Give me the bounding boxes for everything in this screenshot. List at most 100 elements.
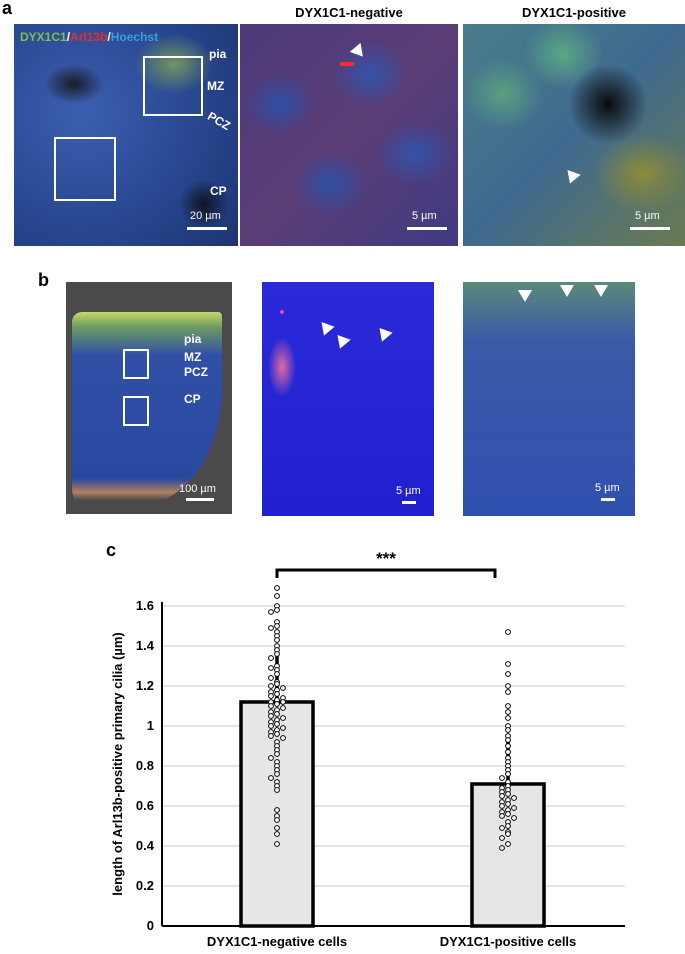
panel-b-layer-pia: pia [184,332,202,346]
data-point [499,803,505,809]
arrowhead-b-mid-1 [317,321,335,339]
data-point [505,709,511,715]
panel-a-neg-scale-label: 5 µm [412,210,437,222]
data-point [274,841,280,847]
data-point [280,685,286,691]
data-point [274,711,280,717]
panel-b-layer-pcz: PCZ [184,365,208,379]
significance-bracket [275,568,497,578]
data-point [280,705,286,711]
data-point [274,771,280,777]
data-point [505,629,511,635]
panel-a-overview-image: DYX1C1/Arl13b/Hoechst pia MZ PCZ CP 20 µ… [14,24,238,246]
data-point [268,609,274,615]
panel-a-negative-title: DYX1C1-negative [295,5,403,20]
data-point [274,681,280,687]
legend-slash-2: / [107,30,111,44]
data-point [268,683,274,689]
data-point [274,623,280,629]
data-point [274,651,280,657]
arrowhead-b-right-3 [594,285,608,297]
data-point [274,731,280,737]
y-tick-label: 0.2 [136,878,154,893]
data-point [268,703,274,709]
data-point [274,607,280,613]
data-point [280,725,286,731]
panel-b-middle-image: 5 µm [262,282,434,516]
arrowhead-b-right-2 [560,285,574,297]
panel-b-right-scale-bar [601,498,615,501]
y-tick-label: 1.4 [136,638,155,653]
data-point [505,743,511,749]
data-point [505,661,511,667]
y-tick-label: 1.2 [136,678,154,693]
panel-a-legend: DYX1C1/Arl13b/Hoechst [20,30,158,44]
bar-chart: 0 0.2 0.4 0.6 0.8 1 1.2 1.4 1.6 *** length of Ar… [110,549,625,949]
panel-b-overview-image: pia MZ PCZ CP 100 µm [66,282,232,514]
data-point [268,775,274,781]
data-point [505,791,511,797]
data-point [268,625,274,631]
y-tick-label: 1 [147,718,154,733]
panel-b-letter: b [38,270,49,290]
y-tick-label: 1.6 [136,598,154,613]
legend-arl13b: Arl13b [70,30,108,44]
panel-b-inset-box-top [123,349,149,379]
data-point [274,691,280,697]
data-point [268,655,274,661]
data-point [274,817,280,823]
data-point [274,585,280,591]
data-point [268,755,274,761]
panel-a-pos-scale-label: 5 µm [635,210,660,222]
data-point [499,813,505,819]
panel-b-mid-scale-bar [402,501,416,504]
arrowhead-positive [563,169,581,187]
panel-a-positive-title: DYX1C1-positive [521,5,627,20]
data-point [499,845,505,851]
data-point [274,751,280,757]
layer-label-mz: MZ [207,79,225,93]
arrowhead-b-mid-2 [333,334,351,352]
data-point [505,841,511,847]
panel-b-right-scale-label: 5 µm [595,482,620,494]
arrowhead-b-right-1 [518,290,532,302]
cilium-mark-negative [340,62,354,66]
data-point [268,693,274,699]
arrowhead-negative [349,42,369,62]
data-point [499,775,505,781]
data-point [268,675,274,681]
data-point [511,805,517,811]
data-point [505,831,511,837]
data-point [274,721,280,727]
category-label-negative: DYX1C1-negative cells [207,934,347,949]
panel-a-letter: a [2,0,13,18]
data-point [499,793,505,799]
data-point [280,715,286,721]
panel-b-mid-scale-label: 5 µm [396,485,421,497]
data-point [499,835,505,841]
data-point [505,703,511,709]
data-point [274,637,280,643]
arrowhead-b-mid-3 [375,327,393,345]
data-point [505,801,511,807]
panel-a-positive-image: 5 µm [463,24,685,246]
legend-hoechst: Hoechst [110,30,159,44]
data-point [274,701,280,707]
data-point [505,749,511,755]
panel-c-letter: c [106,540,117,560]
y-tick-label: 0.6 [136,798,154,813]
panel-a-inset-box-negative [54,137,116,201]
category-label-positive: DYX1C1-positive cells [440,934,577,949]
data-point [505,823,511,829]
data-point [274,831,280,837]
data-point [511,815,517,821]
data-point [505,683,511,689]
data-point [505,715,511,721]
panel-a-scale-bar [187,227,227,230]
data-point [274,807,280,813]
data-point [268,733,274,739]
y-tick-label: 0.8 [136,758,154,773]
y-tick-label: 0 [147,918,154,933]
data-point [268,723,274,729]
data-point [505,771,511,777]
